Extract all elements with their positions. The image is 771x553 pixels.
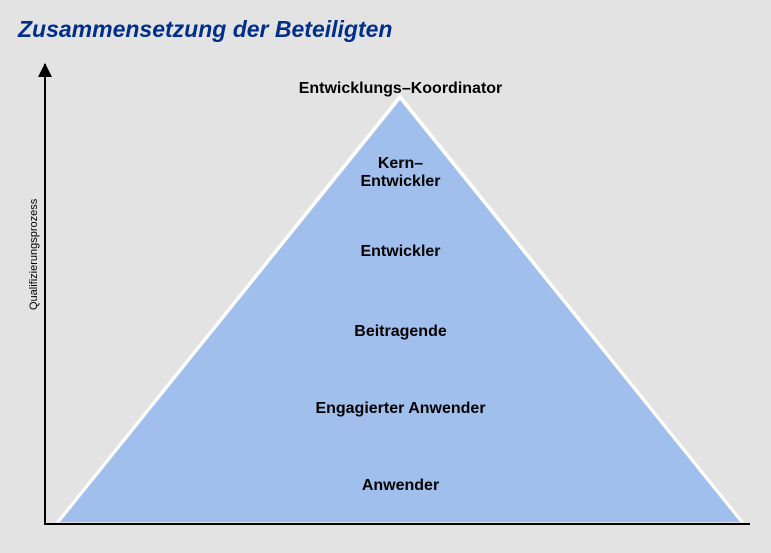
pyramid-level-1: Entwickler — [15, 243, 771, 261]
pyramid-level-2: Beitragende — [15, 323, 771, 341]
page-title: Zusammensetzung der Beteiligten — [18, 16, 392, 43]
y-axis-arrow — [44, 64, 46, 524]
x-baseline — [44, 523, 750, 525]
pyramid-apex-label: Entwicklungs–Koordinator — [15, 80, 771, 98]
pyramid-level-4: Anwender — [15, 477, 771, 495]
pyramid-level-3: Engagierter Anwender — [15, 400, 771, 418]
pyramid-level-0: Kern– Entwickler — [15, 155, 771, 192]
